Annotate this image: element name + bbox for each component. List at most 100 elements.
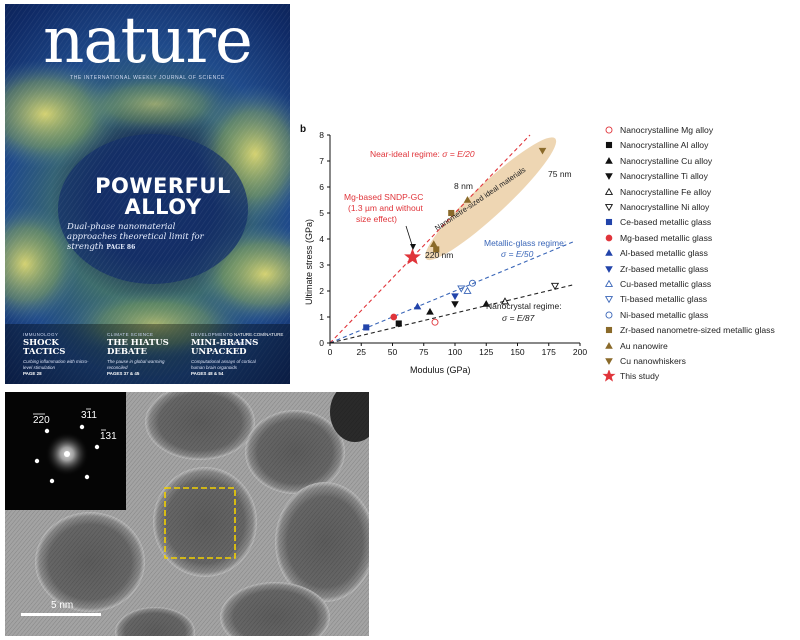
cover-story: DEVELOPMENT MINI-BRAINS UNPACKED Computa… — [191, 332, 259, 376]
label-75nm: 75 nm — [548, 169, 572, 179]
x-tick-label: 50 — [388, 347, 398, 357]
nanocrystal-label: Nanocrystal regime: — [486, 301, 562, 311]
nature-cover: nature THE INTERNATIONAL WEEKLY JOURNAL … — [5, 4, 290, 384]
cover-date: 4 May 2017 — [233, 340, 254, 345]
legend-marker-shape — [605, 142, 613, 149]
legend-marker — [604, 187, 614, 195]
legend-marker-shape — [605, 311, 613, 319]
y-tick-label: 3 — [319, 260, 324, 270]
data-point — [390, 313, 398, 321]
x-tick-label: 25 — [357, 347, 367, 357]
data-point — [457, 285, 466, 293]
cover-artwork — [5, 4, 290, 384]
deck-page: PAGE 86 — [106, 244, 136, 251]
story-headline-1: MINI-BRAINS — [191, 338, 259, 348]
y-axis-label: Ultimate stress (GPa) — [304, 219, 314, 305]
x-tick-label: 150 — [510, 347, 524, 357]
legend-marker — [604, 204, 614, 212]
legend-marker-shape — [605, 234, 613, 242]
data-point — [404, 248, 421, 265]
data-point — [448, 209, 455, 217]
legend-marker-shape — [605, 156, 613, 164]
headline-line-2: ALLOY — [124, 195, 202, 219]
story-kicker: IMMUNOLOGY — [23, 332, 59, 337]
deck-text: Dual-phase nanomaterial approaches theor… — [67, 222, 204, 252]
legend-marker — [602, 370, 616, 382]
legend-label: Ce-based metallic glass — [620, 217, 712, 228]
story-dek: The pause in global warming reconciled — [107, 359, 165, 370]
legend-label: Al-based metallic glass — [620, 248, 708, 259]
data-point — [538, 147, 547, 155]
legend-marker — [605, 234, 613, 242]
legend-label: Nanocrystalline Cu alloy — [620, 155, 713, 166]
y-tick-label: 8 — [319, 130, 324, 140]
near-ideal-label-text: Near-ideal regime: — [370, 149, 442, 159]
legend-marker-shape — [605, 219, 613, 226]
x-axis-label: Modulus (GPa) — [410, 365, 471, 375]
legend-label: Mg-based metallic glass — [620, 232, 713, 243]
legend-label: Nanocrystalline Al alloy — [620, 140, 709, 151]
legend-marker-shape — [604, 204, 614, 212]
near-ideal-label-eq: σ = E/20 — [442, 149, 475, 159]
cover-stories: IMMUNOLOGY SHOCK TACTICS Curbing inflamm… — [23, 332, 278, 376]
nature-masthead: nature — [43, 4, 253, 78]
legend-marker — [605, 219, 613, 226]
legend-marker-shape — [602, 370, 616, 382]
story-headline-1: SHOCK — [23, 338, 59, 348]
legend-marker — [605, 341, 613, 349]
fft-label-220: 220 — [33, 415, 50, 426]
data-point — [482, 300, 491, 307]
data-point — [426, 307, 434, 315]
legend-marker-shape — [604, 296, 614, 304]
legend-marker-shape — [605, 358, 613, 365]
legend-marker — [605, 173, 613, 181]
scale-bar: 5 nm — [21, 600, 101, 616]
legend-label: Au nanowire — [620, 340, 668, 351]
legend-marker — [605, 249, 613, 256]
y-tick-label: 2 — [319, 286, 324, 296]
story-kicker: DEVELOPMENT — [191, 332, 230, 337]
cover-story: CLIMATE SCIENCE THE HIATUS DEBATE The pa… — [107, 332, 175, 376]
chart-axes: 0 25 50 75 100 125 150 175 200 0 1 2 3 4 5 6 7 8 — [319, 130, 587, 357]
cover-deck: Dual-phase nanomaterial approaches theor… — [67, 222, 227, 253]
fft-label-311: 311 — [81, 410, 97, 421]
cover-issue: ⊙ NATURE.COM/NATURE — [229, 332, 284, 337]
legend-marker-shape — [604, 279, 614, 287]
data-point — [550, 282, 560, 291]
data-point — [500, 297, 510, 305]
legend-marker-shape — [605, 265, 613, 273]
legend-marker — [605, 358, 613, 365]
x-tick-label: 125 — [479, 347, 493, 357]
regime-line-0 — [329, 134, 531, 344]
data-point — [431, 318, 439, 326]
legend-label: Zr-based metallic glass — [620, 263, 709, 274]
near-ideal-label: Near-ideal regime: σ = E/20 — [370, 149, 475, 159]
legend-label: Zr-based nanometre-sized metallic glass — [620, 325, 775, 336]
story-headline-2: UNPACKED — [191, 347, 247, 357]
y-tick-label: 1 — [319, 312, 324, 322]
label-220nm: 220 nm — [425, 250, 453, 260]
panel-label: b — [300, 124, 306, 135]
tem-micrograph: 220 311 131 5 nm — [5, 392, 369, 636]
data-point — [429, 240, 438, 247]
ideal-region-fill — [425, 137, 557, 261]
legend-marker-shape — [605, 249, 613, 256]
cover-headline: POWERFUL ALLOY — [63, 176, 263, 218]
journal-subtitle: THE INTERNATIONAL WEEKLY JOURNAL OF SCIE… — [70, 75, 225, 81]
legend-marker — [605, 156, 613, 164]
legend-marker-shape — [605, 173, 613, 181]
legend-marker — [604, 279, 614, 287]
data-points — [363, 147, 560, 331]
story-headline-2: DEBATE — [107, 347, 147, 357]
data-point — [463, 196, 472, 203]
legend-label: Ni-based metallic glass — [620, 309, 709, 320]
cover-story: IMMUNOLOGY SHOCK TACTICS Curbing inflamm… — [23, 332, 91, 376]
legend-marker-shape — [604, 187, 614, 195]
fft-inset: 220 311 131 — [5, 392, 126, 510]
x-tick-label: 75 — [419, 347, 429, 357]
legend-label: Nanocrystalline Ni alloy — [620, 202, 710, 212]
data-point — [395, 320, 402, 327]
story-headline-1: THE HIATUS — [107, 338, 169, 348]
story-dek: Computational assays of cortical human b… — [191, 359, 256, 370]
